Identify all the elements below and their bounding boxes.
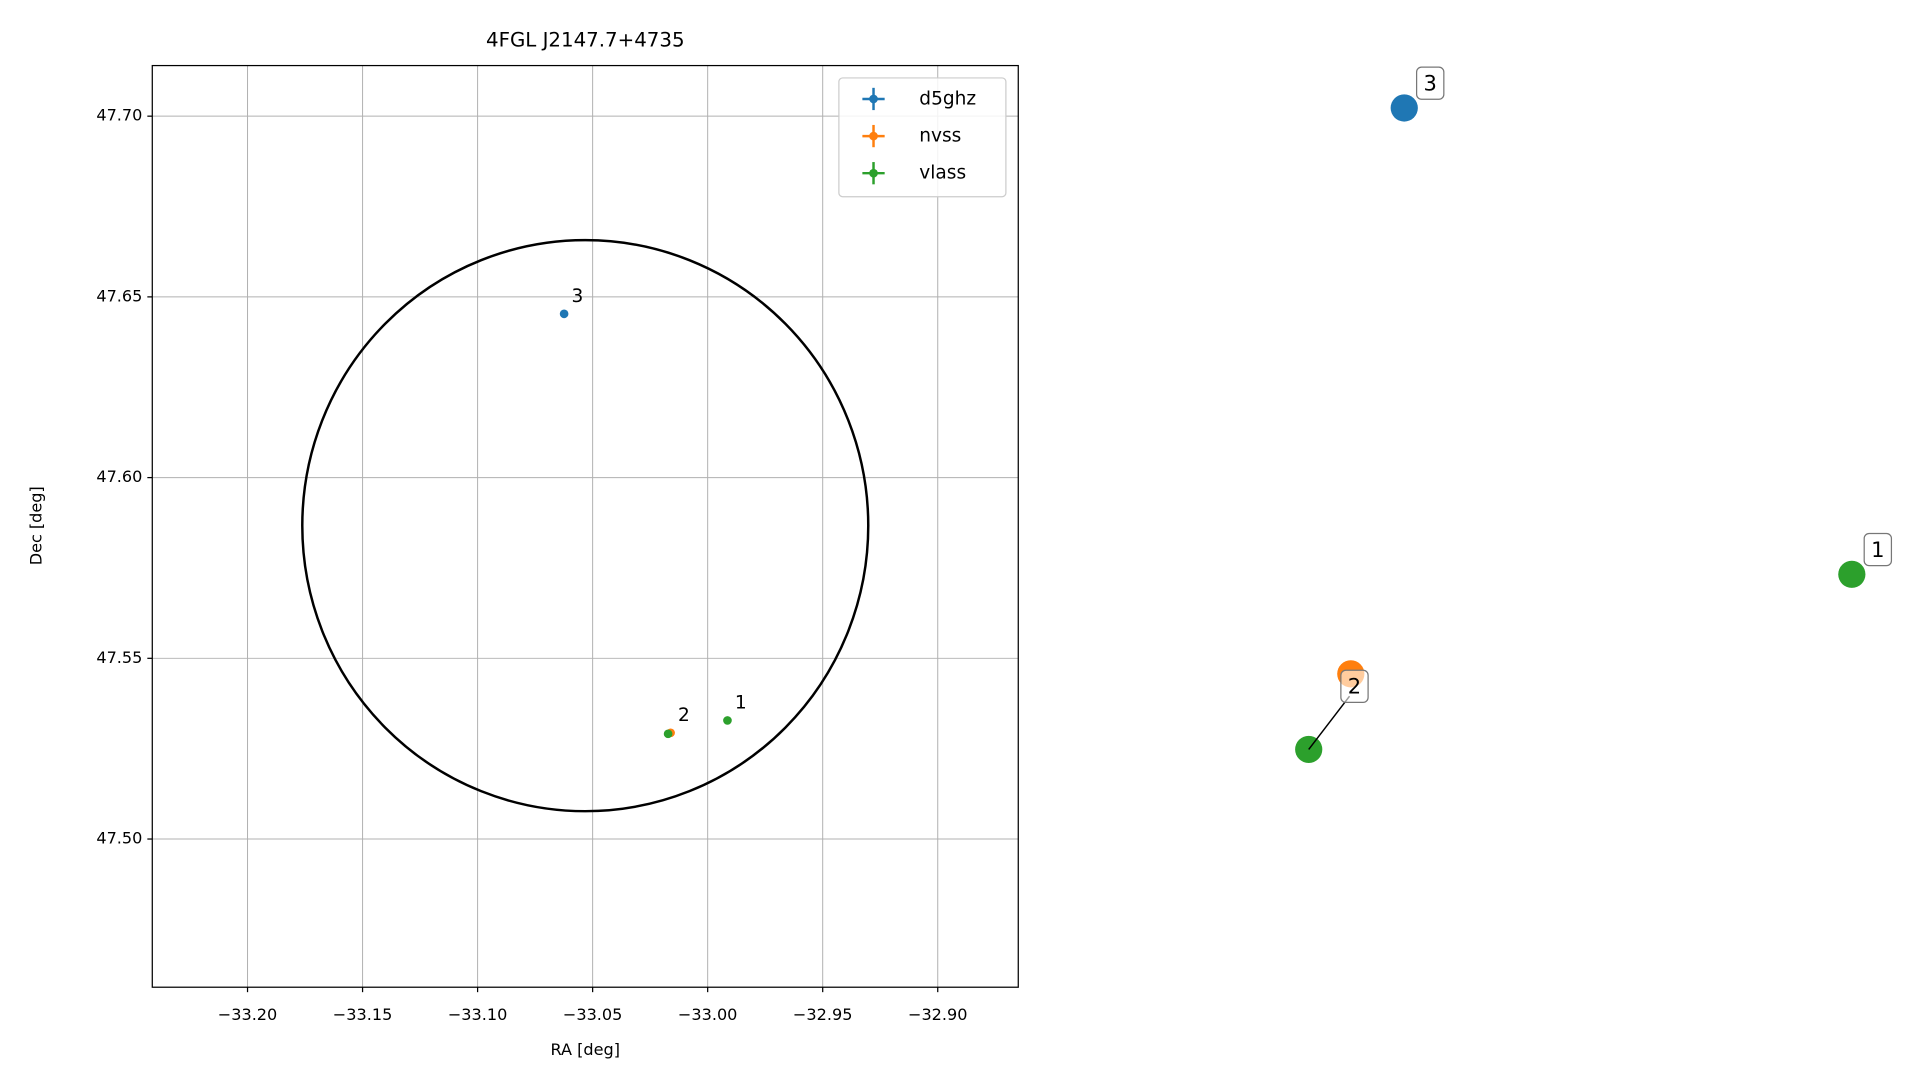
point: [663, 729, 673, 739]
point: [1838, 560, 1866, 588]
y-tick-label: 47.50: [96, 829, 142, 848]
chart-title: 4FGL J2147.7+4735: [486, 28, 685, 51]
region: [301, 238, 870, 813]
point-label: 2: [1348, 674, 1361, 699]
point: [559, 309, 569, 319]
label-box: [1863, 532, 1893, 567]
x-tick-label: −33.15: [333, 1005, 393, 1024]
legend-box: [838, 77, 1007, 198]
point-label: 2: [678, 705, 690, 726]
frame: [151, 64, 1019, 988]
y-tick-label: 47.55: [96, 648, 142, 667]
point-label: 3: [572, 286, 584, 307]
point: [723, 716, 732, 725]
x-tick-label: −33.05: [563, 1005, 623, 1024]
x-tick-label: −33.00: [678, 1005, 738, 1024]
y-tick-label: 47.70: [96, 106, 142, 125]
point: [1390, 94, 1418, 122]
legend-label: vlass: [919, 163, 966, 184]
legend-label: d5ghz: [919, 88, 976, 109]
point-label: 3: [1424, 70, 1437, 95]
connector: [1308, 695, 1351, 750]
x-tick-label: −33.10: [448, 1005, 508, 1024]
x-tick-label: −32.90: [908, 1005, 968, 1024]
point-label: 1: [1871, 537, 1884, 562]
y-axis-label: Dec [deg]: [27, 486, 46, 565]
x-tick-label: −32.95: [793, 1005, 853, 1024]
x-axis-label: RA [deg]: [551, 1040, 620, 1059]
legend-marker: [869, 168, 878, 178]
y-tick-label: 47.65: [96, 286, 142, 305]
legend-marker: [869, 131, 878, 141]
legend-marker: [869, 94, 878, 104]
x-tick-label: −33.20: [218, 1005, 278, 1024]
y-tick-label: 47.60: [96, 467, 142, 486]
label-box: [1415, 66, 1445, 100]
point-label: 1: [735, 693, 747, 714]
legend-label: nvss: [919, 126, 961, 147]
label-box: [1340, 669, 1369, 704]
